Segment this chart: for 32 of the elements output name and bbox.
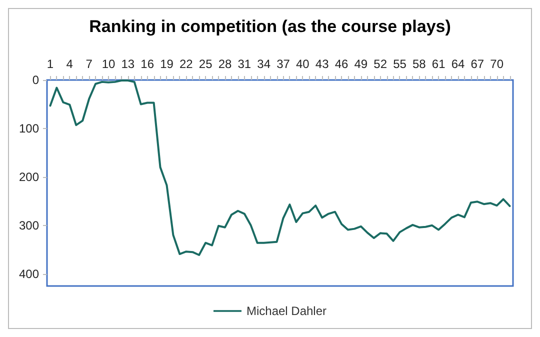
x-tick-label: 37: [276, 57, 290, 71]
x-tick-label: 34: [257, 57, 271, 71]
x-tick-label: 4: [66, 57, 74, 71]
x-tick-label: 10: [102, 57, 116, 71]
x-tick-label: 31: [238, 57, 252, 71]
x-tick-label: 43: [315, 57, 330, 71]
x-tick-label: 46: [334, 57, 348, 71]
x-tick-label: 55: [393, 57, 407, 71]
x-tick-label: 25: [198, 57, 213, 71]
x-tick-label: 58: [412, 57, 426, 71]
x-tick-label: 61: [432, 57, 446, 71]
x-tick-label: 40: [296, 57, 310, 71]
x-tick-label: 28: [218, 57, 232, 71]
chart-title: Ranking in competition (as the course plays): [89, 17, 451, 36]
x-tick-label: 16: [140, 57, 154, 71]
x-tick-label: 22: [179, 57, 194, 71]
x-tick-label: 67: [470, 57, 484, 71]
y-tick-label: 0: [32, 73, 40, 87]
x-tick-label: 1: [46, 57, 54, 71]
x-tick-label: 52: [374, 57, 388, 71]
x-tick-label: 13: [121, 57, 135, 71]
x-tick-label: 19: [160, 57, 174, 71]
x-tick-label: 70: [490, 57, 504, 71]
y-tick-label: 200: [18, 170, 40, 184]
y-tick-label: 300: [18, 218, 40, 232]
x-tick-label: 49: [354, 57, 368, 71]
y-tick-label: 100: [18, 121, 40, 136]
x-tick-label: 64: [451, 57, 465, 71]
line-series: [49, 79, 511, 256]
legend-label: Michael Dahler: [246, 304, 327, 318]
y-tick-label: 400: [18, 266, 40, 281]
x-tick-label: 7: [86, 57, 93, 71]
